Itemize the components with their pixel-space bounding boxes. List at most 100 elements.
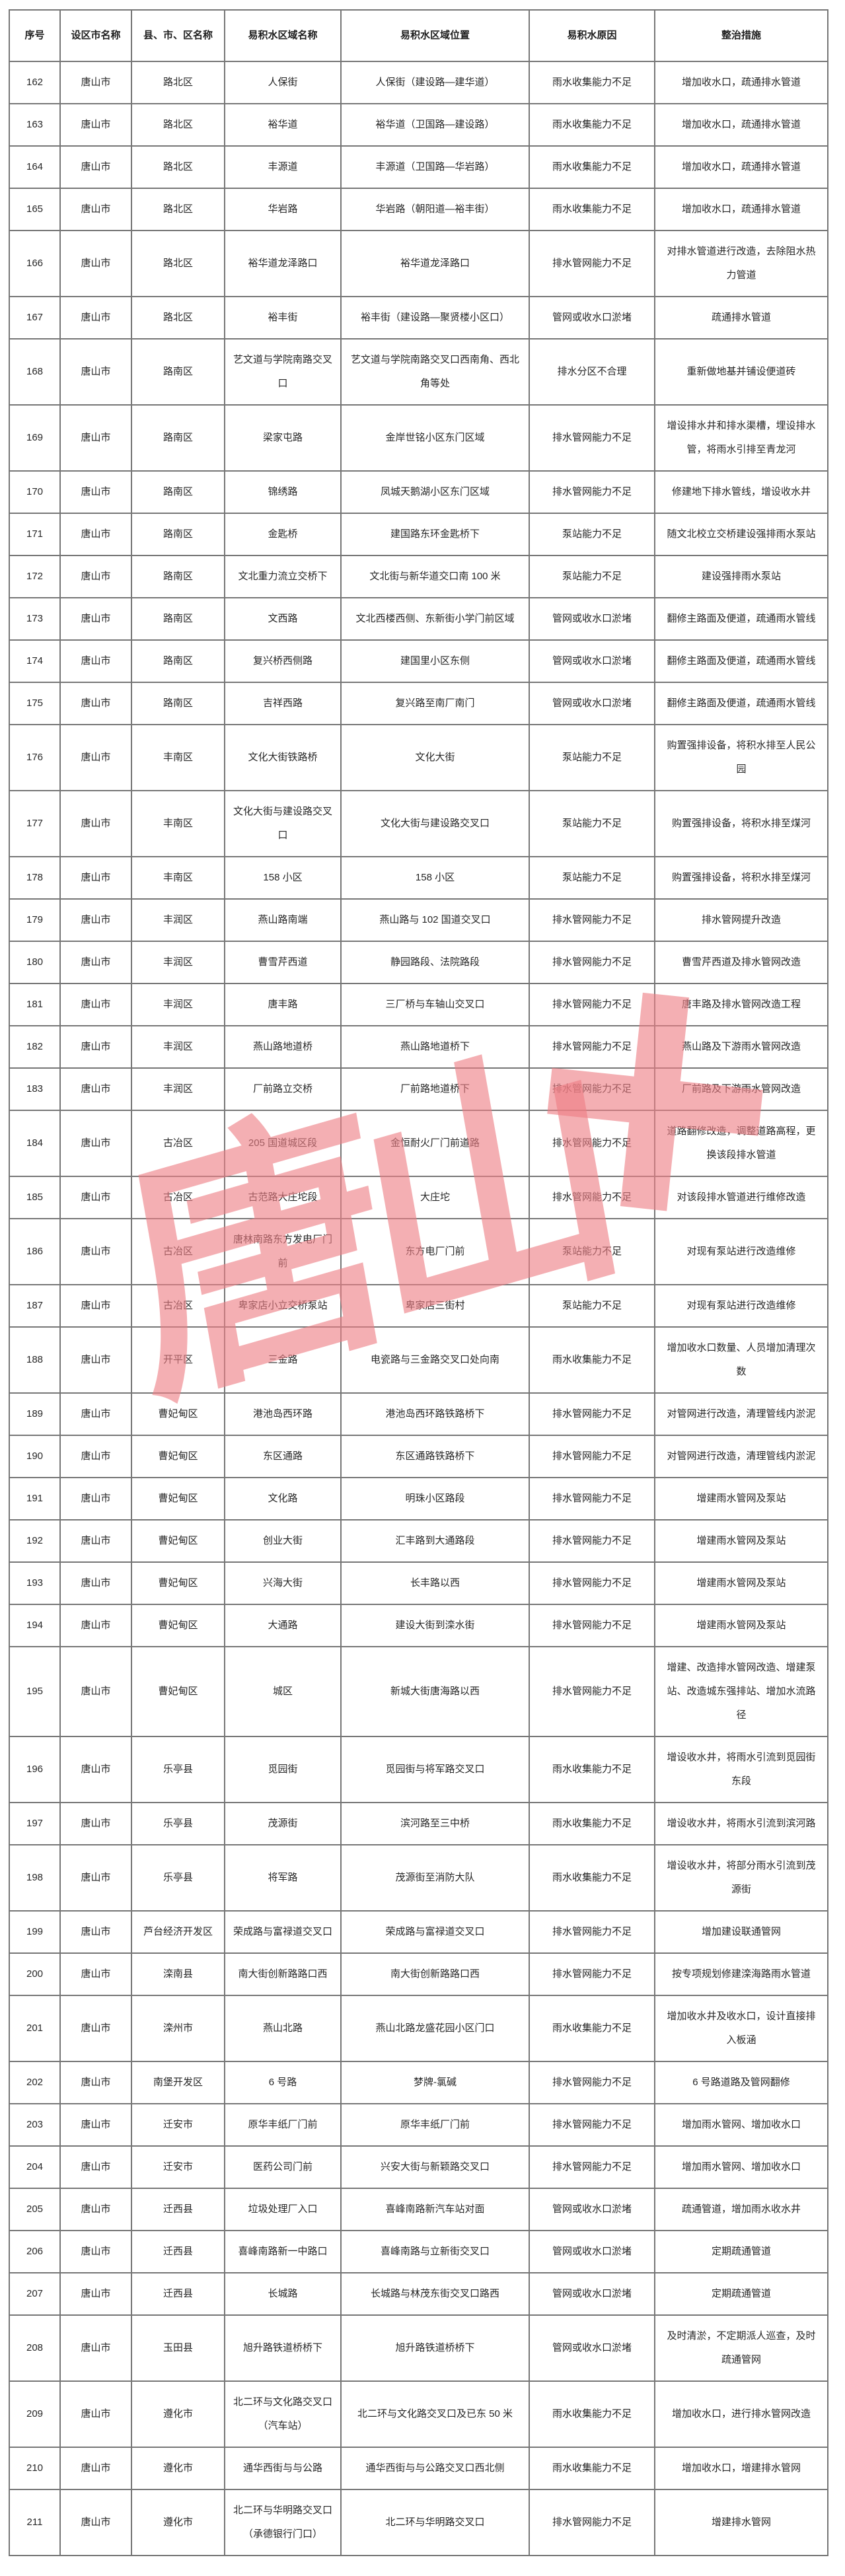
table-cell: 管网或收水口淤堵 (529, 2230, 655, 2273)
table-cell: 丰源道（卫国路—华岩路） (340, 145, 530, 189)
table-row: 167 唐山市 路北区 裕丰街 裕丰街（建设路—聚贤楼小区口） 管网或收水口淤堵 疏通排水管… (9, 296, 828, 340)
table-row: 173 唐山市 路南区 文西路 文北西楼西侧、东新街小学门前区域 管网或收水口淤堵 翻修主路… (9, 597, 828, 641)
table-cell: 裕丰街 (224, 296, 342, 340)
table-cell: 复兴桥西侧路 (224, 639, 342, 683)
table-row: 187 唐山市 古冶区 卑家店小立交桥泵站 卑家店三街村 泵站能力不足 对现有泵站进行改造维… (9, 1284, 828, 1328)
table-cell: 排水管网能力不足 (529, 1176, 655, 1219)
table-cell: 唐山市 (59, 103, 132, 147)
table-cell: 唐山市 (59, 1067, 132, 1111)
table-cell: 191 (9, 1477, 61, 1521)
table-cell: 194 (9, 1604, 61, 1647)
table-cell: 路北区 (131, 296, 225, 340)
table-cell: 169 (9, 404, 61, 472)
table-cell: 建设强排雨水泵站 (654, 555, 828, 598)
table-cell: 曹雪芹西道及排水管网改造 (654, 941, 828, 984)
table-cell: 179 (9, 898, 61, 942)
table-cell: 滨河路至三中桥 (340, 1802, 530, 1845)
table-cell: 电瓷路与三金路交叉口处向南 (340, 1326, 530, 1394)
table-cell: 丰润区 (131, 1025, 225, 1069)
table-cell: 北二环与华明路交叉口（承德银行门口） (224, 2489, 342, 2556)
table-cell: 唐山市 (59, 513, 132, 556)
table-cell: 将军路 (224, 1844, 342, 1912)
table-cell: 排水管网能力不足 (529, 1110, 655, 1177)
table-row: 197 唐山市 乐亭县 茂源街 滨河路至三中桥 雨水收集能力不足 增设收水井，将雨水引流到滨… (9, 1802, 828, 1845)
table-cell: 华岩路（朝阳道—裕丰街） (340, 188, 530, 231)
table-cell: 增加收水口，增建排水管网 (654, 2447, 828, 2490)
table-cell: 增加收水口，疏通排水管道 (654, 145, 828, 189)
table-row: 191 唐山市 曹妃甸区 文化路 明珠小区路段 排水管网能力不足 增建雨水管网及泵站 (9, 1477, 828, 1521)
table-cell: 190 (9, 1435, 61, 1478)
table-row: 184 唐山市 古冶区 205 国道城区段 金恒耐火厂门前道路 排水管网能力不足 道路翻修改… (9, 1110, 828, 1177)
table-cell: 古冶区 (131, 1284, 225, 1328)
table-cell: 建国里小区东侧 (340, 639, 530, 683)
table-cell: 唐山市 (59, 1392, 132, 1436)
table-cell: 长丰路以西 (340, 1561, 530, 1605)
table-cell: 凤城天鹅湖小区东门区域 (340, 470, 530, 514)
table-cell: 曹妃甸区 (131, 1604, 225, 1647)
table-cell: 定期疏通管道 (654, 2272, 828, 2316)
table-row: 193 唐山市 曹妃甸区 兴海大街 长丰路以西 排水管网能力不足 增建雨水管网及泵站 (9, 1561, 828, 1605)
table-cell: 重新做地基并铺设便道砖 (654, 338, 828, 406)
table-cell: 排水管网能力不足 (529, 1392, 655, 1436)
table-cell: 排水管网能力不足 (529, 2103, 655, 2147)
table-cell: 排水管网能力不足 (529, 1952, 655, 1996)
table-row: 165 唐山市 路北区 华岩路 华岩路（朝阳道—裕丰街） 雨水收集能力不足 增加收水口，疏通… (9, 188, 828, 231)
table-row: 201 唐山市 滦州市 燕山北路 燕山北路龙盛花园小区门口 雨水收集能力不足 增加收水井及收… (9, 1995, 828, 2062)
table-cell: 188 (9, 1326, 61, 1394)
table-cell: 茂源街至消防大队 (340, 1844, 530, 1912)
table-cell: 翻修主路面及便道，疏通雨水管线 (654, 597, 828, 641)
table-cell: 158 小区 (224, 856, 342, 900)
header-cause: 易积水原因 (529, 9, 655, 62)
table-cell: 燕山路与 102 国道交叉口 (340, 898, 530, 942)
table-cell: 增加收水口数量、人员增加清理次数 (654, 1326, 828, 1394)
table-cell: 东区通路 (224, 1435, 342, 1478)
table-cell: 丰源道 (224, 145, 342, 189)
table-cell: 梦牌-氯碱 (340, 2061, 530, 2104)
table-cell: 金匙桥 (224, 513, 342, 556)
table-cell: 对现有泵站进行改造维修 (654, 1218, 828, 1285)
table-cell: 东方电厂门前 (340, 1218, 530, 1285)
table-cell: 对该段排水管道进行维修改造 (654, 1176, 828, 1219)
table-cell: 204 (9, 2145, 61, 2189)
table-cell: 唐丰路及排水管网改造工程 (654, 983, 828, 1026)
table-cell: 雨水收集能力不足 (529, 61, 655, 104)
table-cell: 管网或收水口淤堵 (529, 2272, 655, 2316)
table-row: 168 唐山市 路南区 艺文道与学院南路交叉口 艺文道与学院南路交叉口西南角、西北角等处… (9, 338, 828, 406)
table-cell: 排水管网能力不足 (529, 230, 655, 297)
table-row: 202 唐山市 南堡开发区 6 号路 梦牌-氯碱 排水管网能力不足 6 号路道路及管网翻修 (9, 2061, 828, 2104)
table-cell: 排水管网能力不足 (529, 983, 655, 1026)
table-cell: 购置强排设备，将积水排至人民公园 (654, 724, 828, 791)
table-row: 198 唐山市 乐亭县 将军路 茂源街至消防大队 雨水收集能力不足 增设收水井，将部分雨水引… (9, 1844, 828, 1912)
table-cell: 通华西街与与公路交叉口西北侧 (340, 2447, 530, 2490)
table-cell: 燕山路地道桥下 (340, 1025, 530, 1069)
table-cell: 唐山市 (59, 1952, 132, 1996)
table-cell: 汇丰路到大通路段 (340, 1519, 530, 1563)
header-area-location: 易积水区域位置 (340, 9, 530, 62)
table-cell: 管网或收水口淤堵 (529, 296, 655, 340)
table-cell: 建设大街到滦水街 (340, 1604, 530, 1647)
table-cell: 172 (9, 555, 61, 598)
table-row: 194 唐山市 曹妃甸区 大通路 建设大街到滦水街 排水管网能力不足 增建雨水管网及泵站 (9, 1604, 828, 1647)
table-cell: 原华丰纸厂门前 (340, 2103, 530, 2147)
table-cell: 人保街 (224, 61, 342, 104)
table-cell: 165 (9, 188, 61, 231)
table-cell: 艺文道与学院南路交叉口 (224, 338, 342, 406)
table-cell: 增建雨水管网及泵站 (654, 1561, 828, 1605)
table-cell: 6 号路道路及管网翻修 (654, 2061, 828, 2104)
table-cell: 路北区 (131, 188, 225, 231)
table-cell: 增加收水口，疏通排水管道 (654, 188, 828, 231)
table-cell: 旭升路铁道桥桥下 (224, 2314, 342, 2382)
table-cell: 南堡开发区 (131, 2061, 225, 2104)
table-cell: 路北区 (131, 61, 225, 104)
table-cell: 增加收水口，疏通排水管道 (654, 103, 828, 147)
table-cell: 181 (9, 983, 61, 1026)
table-cell: 增设收水井，将部分雨水引流到茂源街 (654, 1844, 828, 1912)
table-cell: 唐山市 (59, 2489, 132, 2556)
table-cell: 文北西楼西侧、东新街小学门前区域 (340, 597, 530, 641)
table-cell: 唐山市 (59, 1477, 132, 1521)
table-cell: 增设收水井，将雨水引流到觅园街东段 (654, 1736, 828, 1803)
table-cell: 唐山市 (59, 1736, 132, 1803)
table-row: 205 唐山市 迁西县 垃圾处理厂入口 喜峰南路新汽车站对面 管网或收水口淤堵 疏通管道，增… (9, 2188, 828, 2231)
table-cell: 唐山市 (59, 1646, 132, 1737)
table-cell: 187 (9, 1284, 61, 1328)
